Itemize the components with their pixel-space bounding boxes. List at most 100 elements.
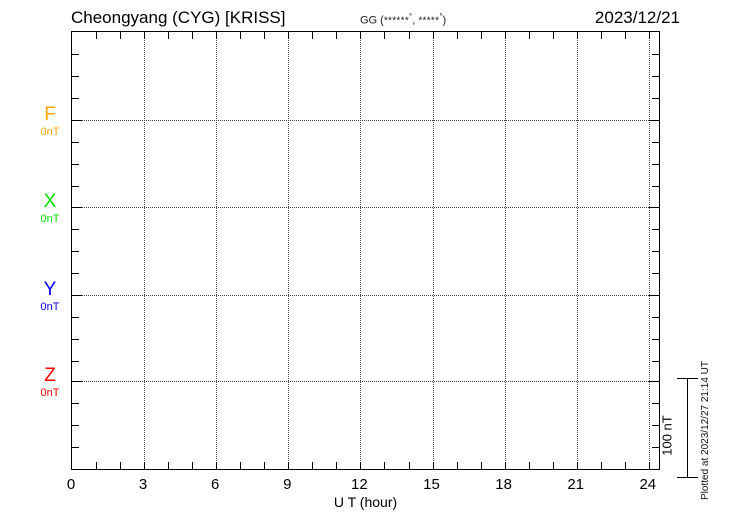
x-tick-label-9: 9: [283, 476, 292, 493]
magnetogram-plot-area: [71, 31, 660, 470]
axis-tick-right: [652, 54, 659, 55]
page-title: Cheongyang (CYG) [KRISS]: [71, 8, 286, 27]
axis-tick-top: [432, 32, 434, 39]
axis-tick-right-major-y: [649, 295, 659, 296]
axis-tick-bottom: [312, 462, 314, 469]
axis-tick-bottom: [624, 462, 626, 469]
component-letter-y: Y: [43, 279, 57, 300]
axis-tick-bottom: [480, 462, 482, 469]
axis-tick-right-major-f: [649, 120, 659, 121]
axis-tick-bottom: [384, 462, 386, 469]
axis-tick-right: [652, 339, 659, 340]
axis-tick-left: [72, 403, 79, 404]
axis-tick-bottom: [168, 462, 170, 469]
axis-tick-top: [360, 32, 362, 39]
component-letter-x: X: [43, 191, 57, 212]
axis-tick-right: [652, 273, 659, 274]
axis-tick-top: [552, 32, 554, 39]
axis-tick-top: [288, 32, 290, 39]
axis-tick-top: [144, 32, 146, 39]
axis-tick-top: [312, 32, 314, 39]
axis-tick-top: [600, 32, 602, 39]
axis-tick-left: [72, 54, 79, 55]
scale-bar-stem: [687, 378, 688, 478]
axis-tick-left: [72, 229, 79, 230]
x-tick-label-18: 18: [495, 476, 512, 493]
gridline-vertical-9h: [288, 32, 290, 469]
gridline-vertical-6h: [216, 32, 218, 469]
axis-tick-right: [652, 403, 659, 404]
axis-tick-right: [652, 361, 659, 362]
x-tick-label-24: 24: [639, 476, 657, 493]
axis-tick-top: [240, 32, 242, 39]
component-baseline-z: 0nT: [40, 387, 60, 399]
axis-tick-top: [336, 32, 338, 39]
axis-tick-left-major-z: [72, 381, 82, 382]
axis-tick-left: [72, 339, 79, 340]
axis-tick-left: [72, 447, 79, 448]
baseline-gridline-f: [72, 120, 659, 121]
x-tick-label-12: 12: [351, 476, 368, 493]
axis-tick-top: [384, 32, 386, 39]
geographic-coordinates: GG (******°, *****°): [360, 12, 447, 27]
axis-tick-right: [652, 317, 659, 318]
x-tick-label-0: 0: [66, 476, 76, 493]
axis-tick-bottom: [408, 462, 410, 469]
axis-tick-top: [456, 32, 458, 39]
axis-tick-right: [652, 164, 659, 165]
axis-tick-bottom: [528, 462, 530, 469]
gridline-vertical-21h: [576, 32, 578, 469]
baseline-gridline-x: [72, 207, 659, 208]
component-letter-z: Z: [44, 365, 56, 386]
longitude-degree-icon: °: [439, 12, 443, 21]
component-label-x: X 0nT: [30, 192, 70, 225]
axis-tick-left: [72, 251, 79, 252]
component-baseline-f: 0nT: [40, 126, 60, 138]
axis-tick-bottom: [216, 462, 218, 469]
axis-tick-right: [652, 251, 659, 252]
axis-tick-bottom: [360, 462, 362, 469]
x-tick-label-6: 6: [211, 476, 220, 493]
component-label-z: Z 0nT: [30, 366, 70, 399]
axis-tick-right: [652, 186, 659, 187]
axis-tick-bottom: [552, 462, 554, 469]
axis-tick-bottom: [240, 462, 242, 469]
axis-tick-bottom: [432, 462, 434, 469]
axis-tick-bottom: [576, 462, 578, 469]
axis-tick-left-major-f: [72, 120, 82, 121]
axis-tick-right: [652, 447, 659, 448]
longitude-value: *****: [418, 15, 440, 27]
axis-tick-top: [120, 32, 122, 39]
axis-tick-top: [648, 32, 650, 39]
x-tick-label-3: 3: [138, 476, 148, 493]
gridline-vertical-15h: [432, 32, 434, 469]
axis-tick-top: [624, 32, 626, 39]
axis-tick-bottom: [192, 462, 194, 469]
axis-tick-bottom: [600, 462, 602, 469]
component-label-y: Y 0nT: [30, 280, 70, 313]
component-baseline-y: 0nT: [40, 301, 60, 313]
gridline-vertical-3h: [144, 32, 146, 469]
axis-tick-bottom: [264, 462, 266, 469]
axis-tick-top: [96, 32, 97, 39]
axis-tick-bottom: [120, 462, 122, 469]
axis-tick-left: [72, 425, 79, 426]
coordinate-system-label: GG: [360, 14, 378, 27]
axis-tick-bottom: [456, 462, 458, 469]
axis-tick-bottom: [336, 462, 338, 469]
scale-bar-label: 100 nT: [659, 415, 675, 456]
gridline-vertical-18h: [504, 32, 506, 469]
axis-tick-top: [168, 32, 170, 39]
axis-tick-top: [528, 32, 530, 39]
axis-tick-left: [72, 361, 79, 362]
axis-tick-left: [72, 317, 79, 318]
latitude-value: ******: [383, 15, 410, 27]
axis-tick-bottom: [144, 462, 146, 469]
axis-tick-top: [480, 32, 482, 39]
gridline-vertical-24h: [648, 32, 650, 469]
axis-tick-left-major-x: [72, 207, 82, 208]
gridline-vertical-12h: [360, 32, 362, 469]
axis-tick-top: [216, 32, 218, 39]
axis-tick-left: [72, 76, 79, 77]
scale-bar: 100 nT: [660, 378, 698, 478]
